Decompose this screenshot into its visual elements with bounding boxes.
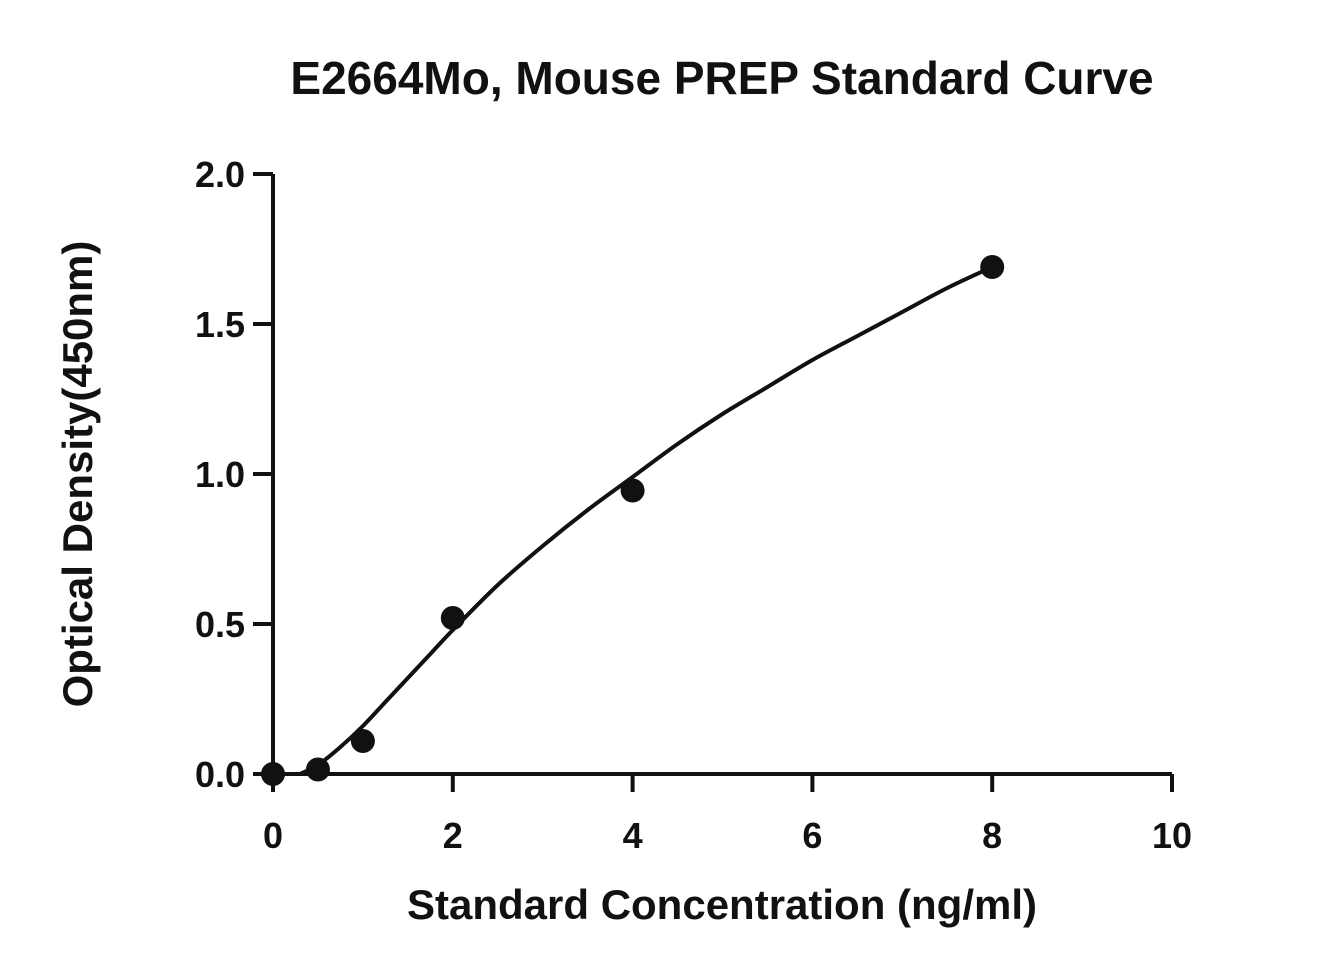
y-tick-label: 0.5 [195,604,245,645]
y-tick-label: 1.0 [195,454,245,495]
data-point [980,255,1005,279]
data-point [305,757,330,782]
x-tick-label: 2 [443,815,463,856]
x-tick-label: 4 [623,815,643,856]
x-tick-label: 0 [263,815,283,856]
y-axis-title: Optical Density(450nm) [54,241,101,708]
y-tick-label: 2.0 [195,154,245,195]
y-tick-label: 1.5 [195,304,245,345]
x-tick-label: 6 [802,815,822,856]
x-tick-label: 8 [982,815,1002,856]
chart-title: E2664Mo, Mouse PREP Standard Curve [290,52,1153,104]
x-axis-title: Standard Concentration (ng/ml) [407,881,1037,928]
fit-curve [297,265,995,776]
x-tick-label: 10 [1152,815,1192,856]
data-point [620,478,645,503]
plot-area: 0 2 4 6 8 10 0.0 0.5 1.0 1.5 2.0 [195,154,1192,856]
y-tick-label: 0.0 [195,754,245,795]
data-point [440,606,465,630]
data-point [261,762,285,786]
data-point [350,729,375,753]
